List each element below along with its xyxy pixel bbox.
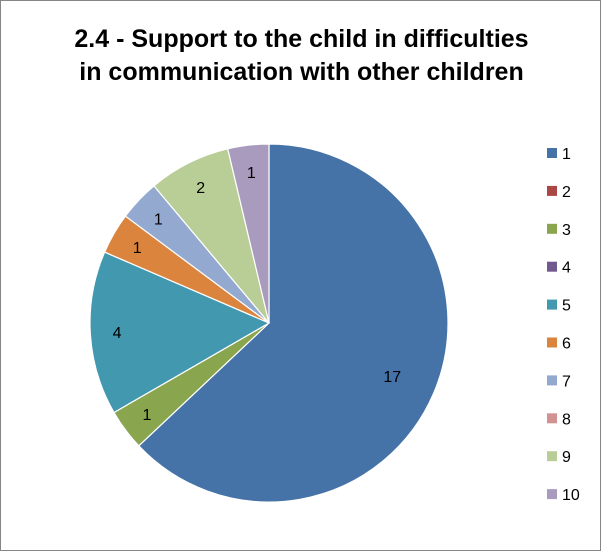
- legend-swatch-1: [547, 148, 557, 158]
- legend-swatch-3: [547, 223, 557, 234]
- pie-slice-10: [226, 143, 270, 324]
- legend-swatch-5: [547, 299, 557, 310]
- legend-swatch-4: [547, 261, 557, 272]
- data-label-7: 1: [154, 212, 163, 229]
- data-label-6: 1: [133, 240, 142, 257]
- pie-slice-5: [89, 251, 271, 414]
- legend-label-9: 9: [562, 449, 571, 466]
- legend-label-10: 10: [562, 487, 580, 504]
- legend-swatch-9: [547, 451, 557, 462]
- legend-swatch-2: [547, 185, 557, 196]
- legend-label-6: 6: [562, 336, 571, 353]
- data-label-10: 1: [247, 165, 256, 182]
- legend-label-2: 2: [562, 184, 571, 201]
- data-label-1: 17: [383, 369, 401, 386]
- chart-title: 2.4 - Support to the child in difficulti…: [1, 23, 602, 89]
- legend-swatch-7: [547, 375, 557, 386]
- legend-label-1: 1: [562, 146, 571, 163]
- legend-label-5: 5: [562, 298, 571, 315]
- chart-title-line-1: 2.4 - Support to the child in difficulti…: [74, 25, 529, 53]
- legend-swatch-8: [547, 413, 557, 424]
- legend-label-4: 4: [562, 260, 571, 277]
- legend-label-3: 3: [562, 222, 571, 239]
- legend-swatch-10: [547, 489, 557, 500]
- data-label-3: 1: [143, 407, 152, 424]
- pie-slice-1: [137, 143, 449, 503]
- data-label-9: 2: [196, 180, 205, 197]
- chart-title-line-2: in communication with other children: [79, 58, 524, 86]
- data-label-5: 4: [113, 325, 122, 342]
- legend-swatch-6: [547, 337, 557, 348]
- pie-slices: [89, 143, 449, 503]
- legend-label-7: 7: [562, 373, 571, 390]
- legend: 1 2 3 4 5 6 7 8 9 10: [547, 146, 580, 504]
- legend-label-8: 8: [562, 411, 571, 428]
